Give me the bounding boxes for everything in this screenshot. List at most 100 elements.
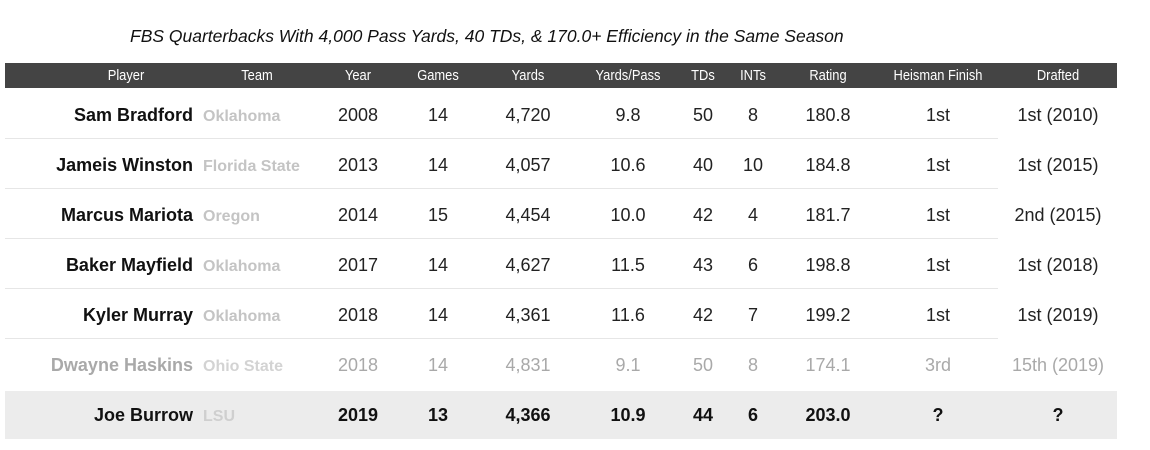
tds-cell: 43 bbox=[692, 255, 714, 275]
team-name: LSU bbox=[203, 408, 235, 425]
year-cell: 2019 bbox=[337, 405, 379, 425]
yards-cell: 4,366 bbox=[505, 405, 551, 425]
yards-cell: 4,627 bbox=[505, 255, 551, 275]
yards-cell: 4,361 bbox=[505, 305, 551, 325]
player-name: Sam Bradford bbox=[73, 105, 193, 125]
heisman-cell: 1st bbox=[925, 305, 951, 325]
row-divider bbox=[5, 288, 998, 289]
player-name: Baker Mayfield bbox=[65, 255, 193, 275]
yards-per-pass-cell: 10.0 bbox=[610, 205, 646, 225]
column-header-yards-per-pass: Yards/Pass bbox=[595, 67, 661, 84]
column-header-player: Player bbox=[107, 67, 145, 84]
games-cell: 14 bbox=[427, 255, 449, 275]
drafted-cell: 15th (2019) bbox=[1011, 355, 1105, 375]
yards-cell: 4,057 bbox=[505, 155, 551, 175]
tds-cell: 42 bbox=[692, 205, 714, 225]
games-cell: 14 bbox=[427, 155, 449, 175]
table-row: Jameis Winston Florida State 2013 14 4,0… bbox=[5, 141, 1117, 189]
team-name: Oklahoma bbox=[203, 308, 281, 325]
column-header-drafted: Drafted bbox=[1036, 67, 1080, 84]
heisman-cell: 1st bbox=[925, 105, 951, 125]
column-header-yards: Yards bbox=[511, 67, 545, 84]
rating-cell: 181.7 bbox=[805, 205, 851, 225]
rating-cell: 198.8 bbox=[805, 255, 851, 275]
rating-cell: 174.1 bbox=[805, 355, 851, 375]
games-cell: 14 bbox=[427, 355, 449, 375]
year-cell: 2013 bbox=[337, 155, 379, 175]
ints-cell: 4 bbox=[747, 205, 759, 225]
yards-per-pass-cell: 10.6 bbox=[610, 155, 646, 175]
tds-cell: 42 bbox=[692, 305, 714, 325]
games-cell: 13 bbox=[427, 405, 449, 425]
team-name: Oklahoma bbox=[203, 108, 281, 125]
ints-cell: 6 bbox=[747, 255, 759, 275]
team-name: Oregon bbox=[203, 208, 260, 225]
year-cell: 2017 bbox=[337, 255, 379, 275]
highlighted-table-row: Joe Burrow LSU 2019 13 4,366 10.9 44 6 2… bbox=[5, 391, 1117, 439]
column-header-ints: INTs bbox=[740, 67, 766, 84]
table-header: Player Team Year Games Yards Yards/Pass … bbox=[5, 63, 1117, 88]
column-header-rating: Rating bbox=[809, 67, 847, 84]
drafted-cell: 1st (2010) bbox=[1017, 105, 1099, 125]
games-cell: 14 bbox=[427, 305, 449, 325]
rating-cell: 199.2 bbox=[805, 305, 851, 325]
rating-cell: 180.8 bbox=[805, 105, 851, 125]
yards-per-pass-cell: 10.9 bbox=[610, 405, 646, 425]
drafted-cell: 1st (2015) bbox=[1017, 155, 1099, 175]
games-cell: 14 bbox=[427, 105, 449, 125]
ints-cell: 6 bbox=[747, 405, 759, 425]
player-name: Marcus Mariota bbox=[60, 205, 193, 225]
team-name: Ohio State bbox=[203, 358, 284, 375]
rating-cell: 203.0 bbox=[805, 405, 851, 425]
column-header-games: Games bbox=[417, 67, 459, 84]
tds-cell: 44 bbox=[692, 405, 714, 425]
tds-cell: 50 bbox=[692, 105, 714, 125]
yards-per-pass-cell: 11.5 bbox=[611, 255, 645, 275]
yards-per-pass-cell: 9.8 bbox=[615, 105, 641, 125]
heisman-cell: ? bbox=[932, 405, 944, 425]
yards-cell: 4,720 bbox=[505, 105, 551, 125]
row-divider bbox=[5, 238, 998, 239]
team-name: Florida State bbox=[203, 158, 300, 175]
yards-per-pass-cell: 11.6 bbox=[611, 305, 645, 325]
ints-cell: 7 bbox=[747, 305, 759, 325]
row-divider bbox=[5, 138, 998, 139]
player-name: Kyler Murray bbox=[82, 305, 193, 325]
drafted-cell: 2nd (2015) bbox=[1014, 205, 1102, 225]
games-cell: 15 bbox=[427, 205, 449, 225]
player-name: Dwayne Haskins bbox=[50, 355, 193, 375]
heisman-cell: 1st bbox=[925, 205, 951, 225]
ints-cell: 8 bbox=[747, 355, 759, 375]
table-row: Marcus Mariota Oregon 2014 15 4,454 10.0… bbox=[5, 191, 1117, 239]
table-row: Sam Bradford Oklahoma 2008 14 4,720 9.8 … bbox=[5, 91, 1117, 139]
yards-cell: 4,831 bbox=[505, 355, 551, 375]
column-header-heisman-finish: Heisman Finish bbox=[893, 67, 983, 84]
table-row: Kyler Murray Oklahoma 2018 14 4,361 11.6… bbox=[5, 291, 1117, 339]
heisman-cell: 1st bbox=[925, 155, 951, 175]
row-divider bbox=[5, 188, 998, 189]
year-cell: 2018 bbox=[337, 355, 379, 375]
ints-cell: 10 bbox=[742, 155, 764, 175]
year-cell: 2018 bbox=[337, 305, 379, 325]
player-name: Jameis Winston bbox=[56, 155, 193, 175]
row-divider bbox=[5, 338, 998, 339]
column-header-team: Team bbox=[241, 67, 273, 84]
ints-cell: 8 bbox=[747, 105, 759, 125]
table-row: Baker Mayfield Oklahoma 2017 14 4,627 11… bbox=[5, 241, 1117, 289]
year-cell: 2008 bbox=[337, 105, 379, 125]
drafted-cell: 1st (2018) bbox=[1017, 255, 1099, 275]
table-title: FBS Quarterbacks With 4,000 Pass Yards, … bbox=[130, 26, 844, 46]
tds-cell: 50 bbox=[692, 355, 714, 375]
team-name: Oklahoma bbox=[203, 258, 281, 275]
tds-cell: 40 bbox=[692, 155, 714, 175]
column-header-year: Year bbox=[344, 67, 372, 84]
drafted-cell: 1st (2019) bbox=[1017, 305, 1099, 325]
player-name: Joe Burrow bbox=[93, 405, 193, 425]
drafted-cell: ? bbox=[1052, 405, 1064, 425]
heisman-cell: 1st bbox=[925, 255, 951, 275]
yards-per-pass-cell: 9.1 bbox=[615, 355, 641, 375]
heisman-cell: 3rd bbox=[924, 355, 952, 375]
yards-cell: 4,454 bbox=[505, 205, 551, 225]
year-cell: 2014 bbox=[337, 205, 379, 225]
column-header-tds: TDs bbox=[691, 67, 715, 84]
